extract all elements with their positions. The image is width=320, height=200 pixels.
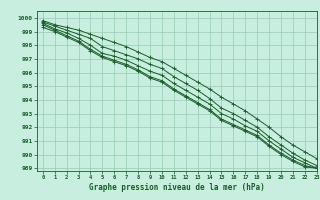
X-axis label: Graphe pression niveau de la mer (hPa): Graphe pression niveau de la mer (hPa) [89, 183, 265, 192]
